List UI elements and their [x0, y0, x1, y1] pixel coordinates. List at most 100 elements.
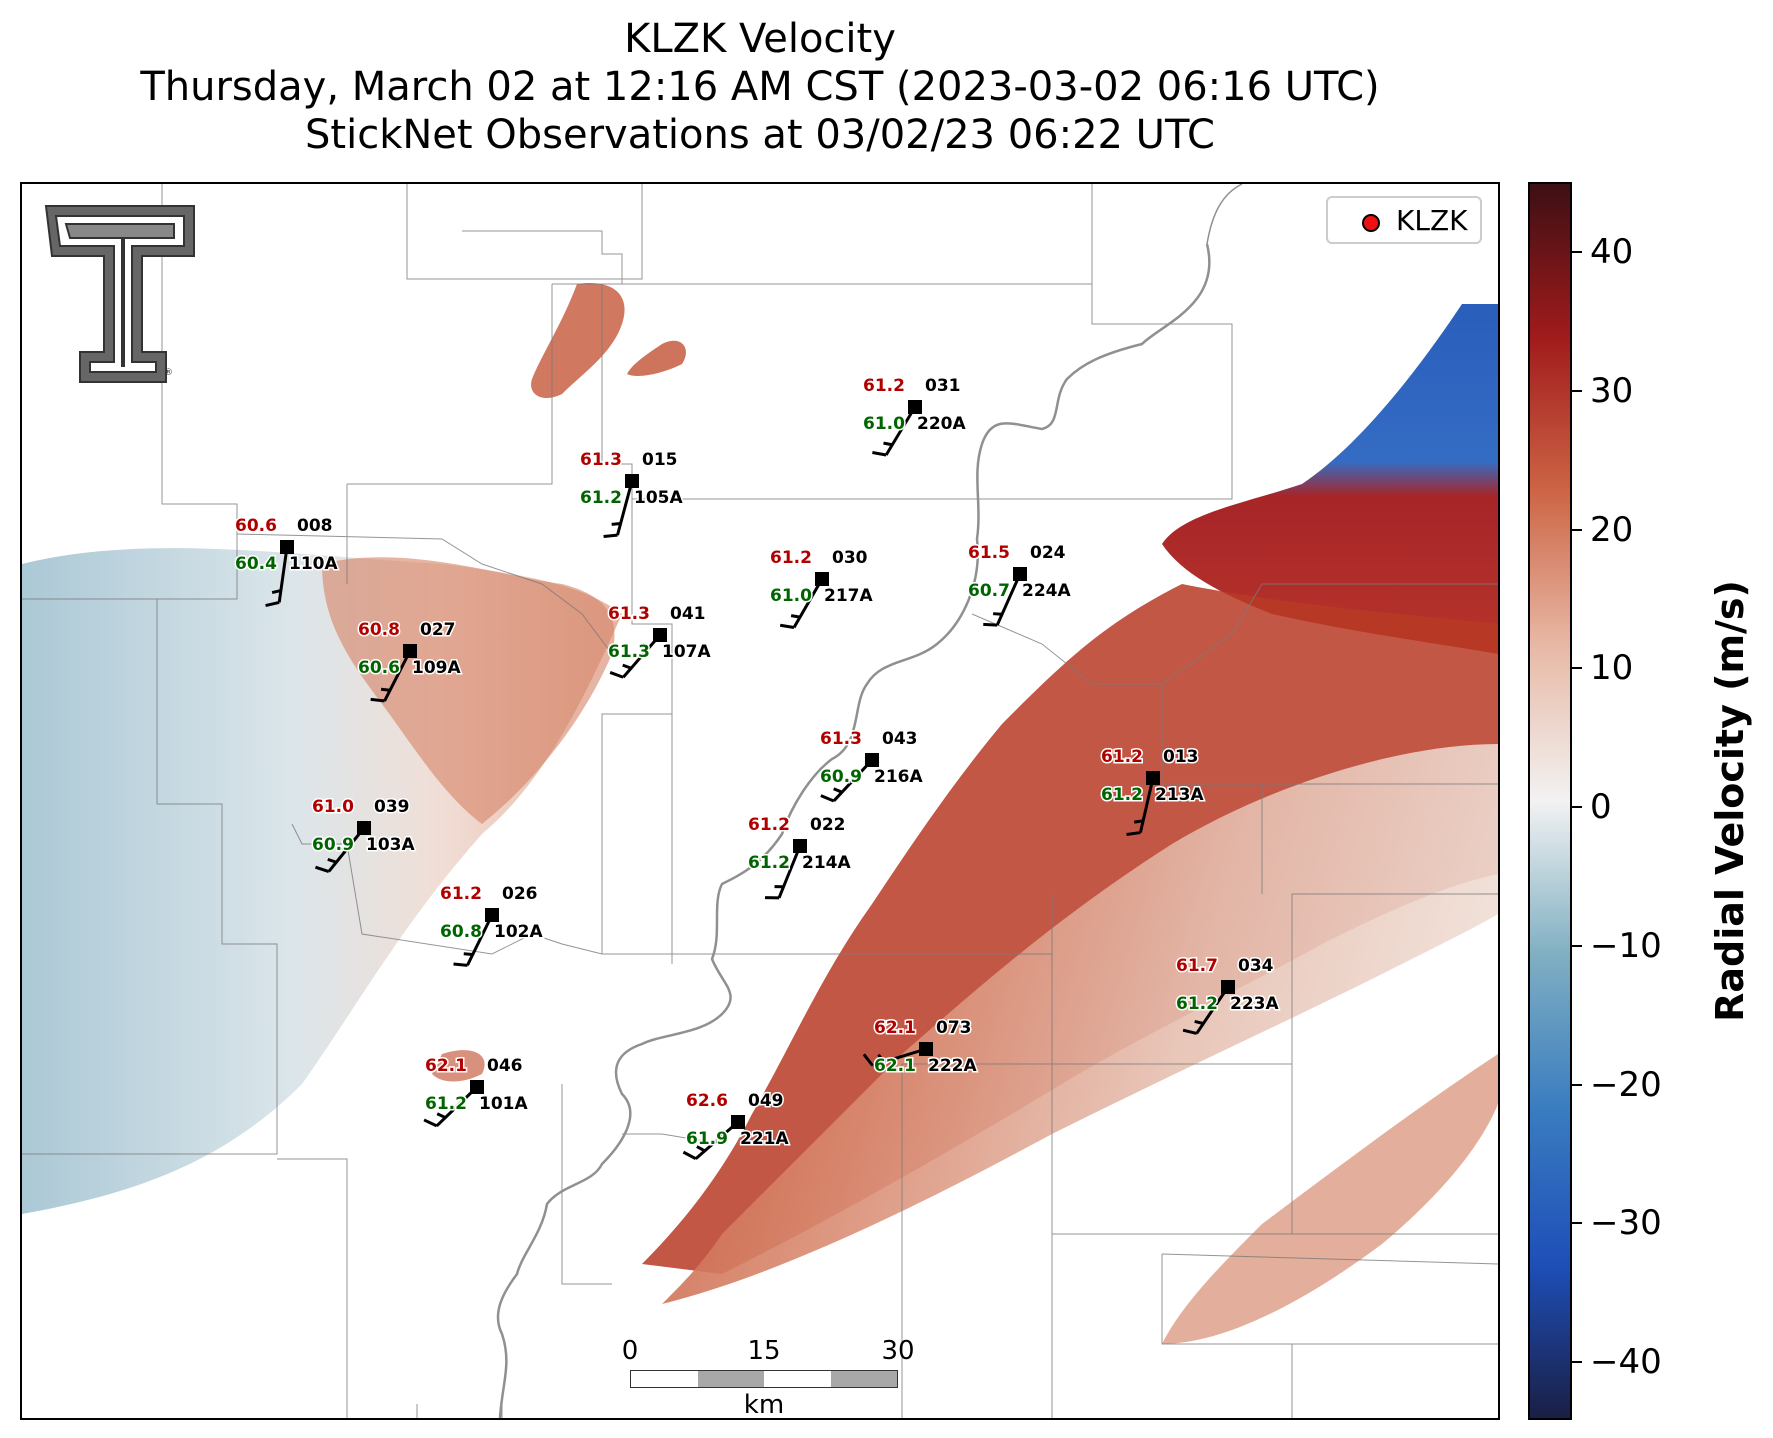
- station-marker-icon: [1221, 980, 1235, 994]
- station-temperature: 61.3: [820, 729, 862, 749]
- station-dewpoint: 60.9: [820, 767, 862, 787]
- station-wind-direction: 073: [936, 1018, 972, 1038]
- scale-bar-tick: 30: [881, 1338, 914, 1364]
- colorbar-label: Radial Velocity (m/s): [1708, 580, 1752, 1022]
- wind-barb-flag: [371, 699, 385, 701]
- station-dewpoint: 61.2: [425, 1094, 467, 1114]
- station-102A[interactable]: 61.2 026 60.8 102A: [440, 884, 543, 965]
- scale-bar-tick: 0: [622, 1338, 639, 1364]
- station-id: 223A: [1230, 994, 1279, 1014]
- station-dewpoint: 62.1: [874, 1056, 916, 1076]
- station-wind-direction: 046: [487, 1056, 523, 1076]
- station-temperature: 61.2: [440, 884, 482, 904]
- station-marker-icon: [357, 821, 371, 835]
- station-marker-icon: [1013, 567, 1027, 581]
- station-marker-icon: [865, 753, 879, 767]
- station-id: 109A: [412, 658, 461, 678]
- wind-barb-flag: [780, 625, 794, 627]
- station-dewpoint: 60.8: [440, 922, 482, 942]
- colorbar-tick: 20: [1572, 513, 1633, 547]
- station-dewpoint: 60.9: [312, 835, 354, 855]
- station-id: 222A: [928, 1056, 977, 1076]
- title-line-3: StickNet Observations at 03/02/23 06:22 …: [0, 112, 1520, 158]
- station-wind-direction: 008: [297, 516, 333, 536]
- texas-tech-double-t-logo: [42, 202, 202, 392]
- station-216A[interactable]: 61.3 043 60.9 216A: [820, 729, 923, 801]
- legend-label: KLZK: [1396, 206, 1468, 236]
- station-id: 105A: [634, 488, 683, 508]
- scale-bar: [630, 1370, 898, 1388]
- colorbar-tick: −40: [1572, 1345, 1662, 1379]
- wind-barb-flag: [272, 591, 281, 593]
- station-107A[interactable]: 61.3 041 61.3 107A: [608, 604, 711, 677]
- wind-barb-flag: [872, 453, 886, 455]
- station-marker-icon: [653, 628, 667, 642]
- wind-barb-flag: [791, 616, 800, 617]
- station-marker-icon: [280, 540, 294, 554]
- wind-barb-flag: [1134, 821, 1143, 822]
- station-temperature: 61.3: [608, 604, 650, 624]
- station-temperature: 61.2: [863, 376, 905, 396]
- station-id: 103A: [366, 835, 415, 855]
- radar-map[interactable]: 60.6 008 60.4 110A 61.3 015 61.2 105A 61.2 031 61.…: [20, 182, 1500, 1420]
- station-id: 224A: [1022, 581, 1071, 601]
- station-wind-direction: 026: [502, 884, 538, 904]
- station-dewpoint: 61.2: [580, 488, 622, 508]
- station-224A[interactable]: 61.5 024 60.7 224A: [968, 543, 1071, 625]
- station-217A[interactable]: 61.2 030 61.0 217A: [770, 548, 873, 627]
- station-id: 214A: [802, 853, 851, 873]
- station-dewpoint: 60.6: [358, 658, 400, 678]
- station-marker-icon: [485, 908, 499, 922]
- wind-barb-flag: [834, 789, 842, 792]
- station-temperature: 60.8: [358, 620, 400, 640]
- station-dewpoint: 60.7: [968, 581, 1010, 601]
- station-214A[interactable]: 61.2 022 61.2 214A: [748, 815, 851, 898]
- map-legend: KLZK: [1326, 196, 1482, 244]
- station-temperature: 61.2: [748, 815, 790, 835]
- station-id: 107A: [662, 642, 711, 662]
- station-marker-icon: [908, 400, 922, 414]
- velocity-colorbar: [1528, 182, 1572, 1420]
- station-temperature: 60.6: [235, 516, 277, 536]
- colorbar-tick: −20: [1572, 1068, 1662, 1102]
- radar-echoes: [22, 283, 1498, 1344]
- station-dewpoint: 61.2: [1176, 994, 1218, 1014]
- wind-barb-flag: [883, 443, 892, 445]
- station-wind-direction: 015: [642, 450, 678, 470]
- station-temperature: 62.6: [686, 1091, 728, 1111]
- wind-barb-flag: [1195, 1021, 1204, 1023]
- station-wind-direction: 043: [882, 729, 918, 749]
- scale-bar-tick: 15: [747, 1338, 780, 1364]
- wind-barb-flag: [1127, 833, 1141, 835]
- colorbar-tick: 30: [1572, 374, 1633, 408]
- wind-barb-flag: [381, 689, 390, 690]
- title-line-1: KLZK Velocity: [0, 16, 1520, 62]
- station-temperature: 61.0: [312, 797, 354, 817]
- registered-mark: ®: [164, 368, 173, 378]
- wind-barb-flag: [612, 524, 621, 525]
- station-wind-direction: 034: [1238, 956, 1274, 976]
- station-wind-direction: 049: [748, 1091, 784, 1111]
- station-marker-icon: [815, 572, 829, 586]
- station-wind-direction: 030: [832, 548, 868, 568]
- wind-barb-flag: [464, 954, 473, 955]
- station-wind-direction: 031: [925, 376, 961, 396]
- station-marker-icon: [793, 839, 807, 853]
- station-dewpoint: 61.9: [686, 1129, 728, 1149]
- station-id: 101A: [479, 1094, 528, 1114]
- station-wind-direction: 013: [1163, 747, 1199, 767]
- wind-barb-flag: [821, 796, 834, 801]
- wind-barb-flag: [683, 1152, 695, 1159]
- colorbar-tick: 40: [1572, 235, 1633, 269]
- title-line-2: Thursday, March 02 at 12:16 AM CST (2023…: [0, 64, 1520, 110]
- station-dewpoint: 61.2: [1101, 785, 1143, 805]
- station-220A[interactable]: 61.2 031 61.0 220A: [863, 376, 966, 455]
- station-temperature: 61.5: [968, 543, 1010, 563]
- wind-barb-flag: [454, 964, 468, 965]
- wind-barb-flag: [983, 624, 997, 625]
- station-dewpoint: 61.3: [608, 642, 650, 662]
- station-dewpoint: 61.2: [748, 853, 790, 873]
- wind-barb-flag: [610, 672, 623, 677]
- colorbar-tick: −10: [1572, 929, 1662, 963]
